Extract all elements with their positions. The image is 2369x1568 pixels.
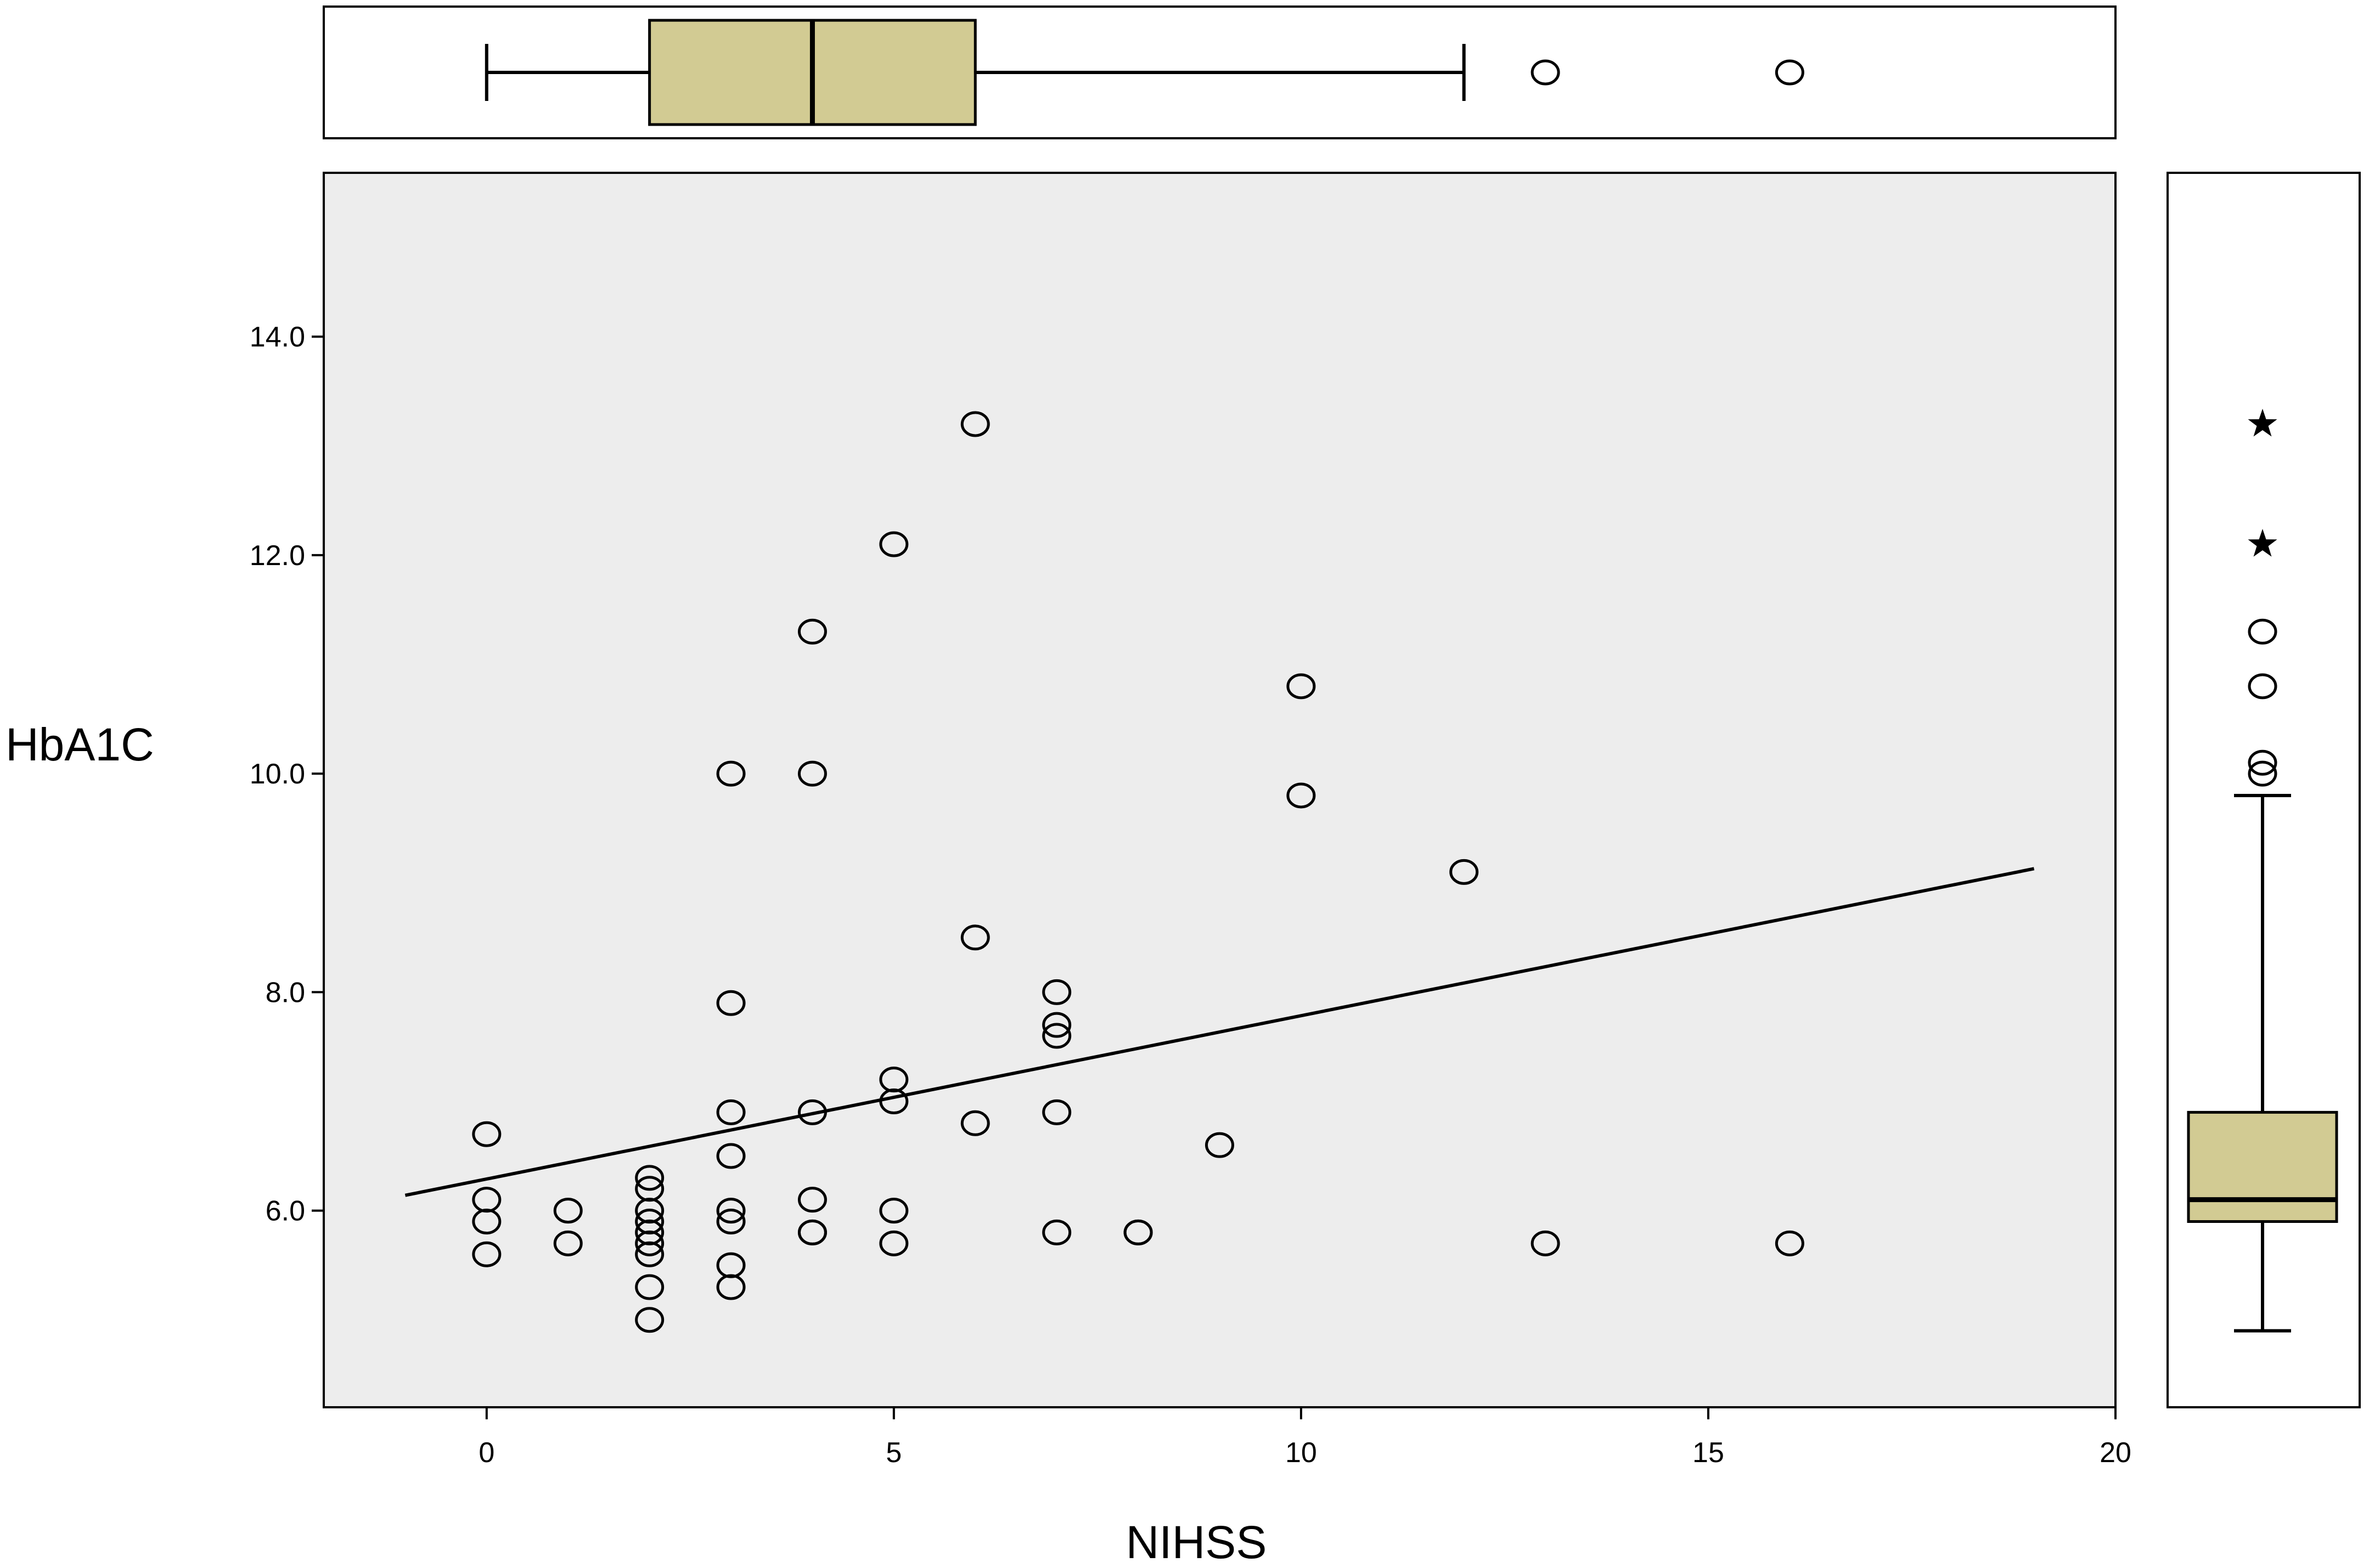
regression-line bbox=[404, 867, 2035, 1197]
data-point bbox=[635, 1307, 665, 1333]
data-point bbox=[1042, 1012, 1072, 1038]
data-point bbox=[797, 618, 827, 645]
data-point bbox=[635, 1274, 665, 1300]
data-point bbox=[960, 1110, 990, 1136]
data-point bbox=[797, 1099, 827, 1125]
data-point bbox=[716, 1274, 746, 1300]
data-point bbox=[635, 1241, 665, 1267]
outlier-point bbox=[2248, 749, 2277, 776]
data-point bbox=[716, 1198, 746, 1224]
right-boxplot-panel bbox=[2167, 172, 2361, 1408]
data-point bbox=[879, 1198, 909, 1224]
data-point bbox=[960, 924, 990, 951]
axes-layer: 6.0 8.0 10.0 12.0 14.0 0 5 10 15 20 bbox=[250, 322, 2131, 1469]
outlier-point bbox=[1530, 59, 1560, 86]
data-point bbox=[635, 1165, 665, 1191]
data-point bbox=[716, 760, 746, 787]
data-point bbox=[797, 1219, 827, 1245]
data-point bbox=[1530, 1230, 1560, 1256]
data-point bbox=[960, 411, 990, 437]
data-point bbox=[1286, 673, 1316, 700]
top-boxplot-panel bbox=[323, 5, 2117, 139]
y-tick-label: 12.0 bbox=[250, 540, 305, 572]
outlier-point bbox=[2248, 760, 2277, 787]
data-point bbox=[797, 1187, 827, 1213]
data-point bbox=[1042, 1023, 1072, 1049]
main-plot-panel bbox=[323, 172, 2117, 1408]
x-axis-title: NIHSS bbox=[1126, 1516, 1267, 1568]
x-tick-label: 10 bbox=[1285, 1437, 1317, 1469]
data-point bbox=[635, 1230, 665, 1256]
data-point bbox=[553, 1230, 583, 1256]
data-point bbox=[716, 990, 746, 1016]
x-tick-label: 0 bbox=[479, 1437, 494, 1469]
data-point bbox=[472, 1121, 502, 1147]
x-tick-label: 5 bbox=[886, 1437, 902, 1469]
x-tick-label: 20 bbox=[2100, 1437, 2131, 1469]
extreme-outlier-star bbox=[2248, 409, 2277, 437]
data-point bbox=[1042, 979, 1072, 1005]
y-tick-label: 10.0 bbox=[250, 758, 305, 790]
data-point bbox=[879, 1088, 909, 1114]
data-point bbox=[1286, 782, 1316, 809]
data-point bbox=[472, 1209, 502, 1235]
y-tick-label: 8.0 bbox=[266, 977, 305, 1008]
outlier-point bbox=[2248, 673, 2277, 700]
data-point bbox=[1449, 859, 1479, 885]
box-iqr bbox=[2187, 1110, 2338, 1223]
data-point bbox=[553, 1198, 583, 1224]
data-point bbox=[1042, 1099, 1072, 1125]
outlier-point bbox=[2248, 618, 2277, 645]
x-tick-label: 15 bbox=[1692, 1437, 1724, 1469]
y-axis-title: HbA1C bbox=[5, 719, 154, 770]
outlier-point bbox=[1775, 59, 1804, 86]
y-tick-label: 6.0 bbox=[266, 1195, 305, 1227]
data-point bbox=[1775, 1230, 1804, 1256]
extreme-outlier-star bbox=[2248, 529, 2277, 557]
data-point bbox=[716, 1209, 746, 1235]
data-point bbox=[1205, 1132, 1234, 1158]
data-point bbox=[1042, 1219, 1072, 1245]
data-point bbox=[879, 531, 909, 557]
data-point bbox=[716, 1143, 746, 1169]
data-point bbox=[472, 1241, 502, 1267]
data-point bbox=[716, 1099, 746, 1125]
data-point bbox=[797, 760, 827, 787]
y-tick-label: 14.0 bbox=[250, 322, 305, 353]
data-point bbox=[1123, 1219, 1153, 1245]
plot-area bbox=[323, 172, 2117, 1408]
data-point bbox=[879, 1230, 909, 1256]
